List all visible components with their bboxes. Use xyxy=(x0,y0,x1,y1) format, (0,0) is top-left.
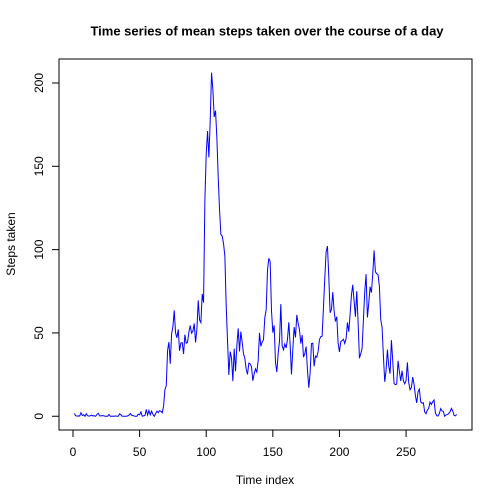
y-axis-label: Steps taken xyxy=(4,212,18,275)
y-tick-label: 150 xyxy=(32,156,46,176)
y-tick-label: 0 xyxy=(32,413,46,420)
y-tick-label: 200 xyxy=(32,73,46,93)
x-tick-label: 0 xyxy=(70,445,77,459)
x-tick-label: 150 xyxy=(263,445,283,459)
y-tick-label: 50 xyxy=(32,326,46,340)
line-series xyxy=(73,72,458,418)
x-tick-label: 100 xyxy=(196,445,216,459)
chart-title: Time series of mean steps taken over the… xyxy=(90,23,444,38)
x-tick-label: 200 xyxy=(329,445,349,459)
x-tick-label: 250 xyxy=(396,445,416,459)
y-tick-label: 100 xyxy=(32,239,46,259)
x-axis-label: Time index xyxy=(236,473,294,487)
x-tick-label: 50 xyxy=(133,445,147,459)
